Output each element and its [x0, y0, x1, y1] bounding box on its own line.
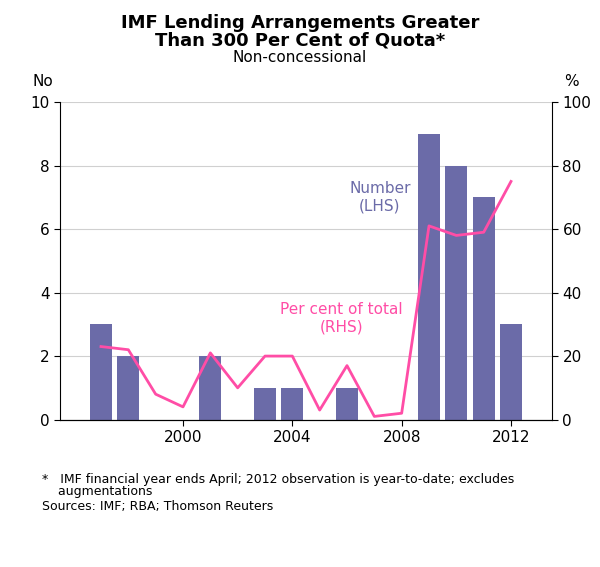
Text: IMF Lending Arrangements Greater: IMF Lending Arrangements Greater [121, 14, 479, 32]
Bar [445, 166, 467, 420]
Text: Than 300 Per Cent of Quota*: Than 300 Per Cent of Quota* [155, 31, 445, 49]
Text: Non-concessional: Non-concessional [233, 50, 367, 65]
Text: %: % [565, 74, 579, 90]
Text: *   IMF financial year ends April; 2012 observation is year-to-date; excludes: * IMF financial year ends April; 2012 ob… [42, 473, 514, 486]
Bar [500, 324, 522, 420]
Bar [254, 388, 276, 420]
Text: No: No [33, 74, 53, 90]
Text: Sources: IMF; RBA; Thomson Reuters: Sources: IMF; RBA; Thomson Reuters [42, 500, 273, 513]
Bar [473, 197, 494, 420]
Bar [281, 388, 303, 420]
Bar [118, 356, 139, 420]
Text: Number
(LHS): Number (LHS) [349, 181, 410, 214]
Bar [418, 134, 440, 420]
Text: augmentations: augmentations [42, 485, 152, 498]
Bar [336, 388, 358, 420]
Bar [90, 324, 112, 420]
Bar [199, 356, 221, 420]
Text: Per cent of total
(RHS): Per cent of total (RHS) [280, 302, 403, 334]
